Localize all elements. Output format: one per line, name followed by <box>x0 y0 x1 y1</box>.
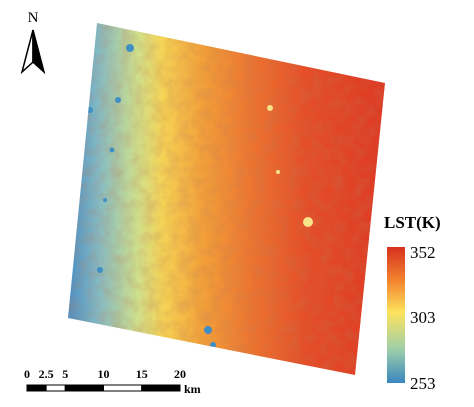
legend-labels: 352 303 253 <box>410 243 436 393</box>
scale-segment <box>64 384 104 392</box>
legend-label: 303 <box>410 308 436 327</box>
scale-tick-label: 15 <box>136 367 148 381</box>
legend-label: 352 <box>410 243 436 262</box>
north-label: N <box>28 10 39 26</box>
lst-image <box>68 23 385 375</box>
scale-tick-label: 2.5 <box>39 367 54 381</box>
scale-segment <box>141 384 181 392</box>
legend-label: 253 <box>410 374 436 393</box>
scale-tick-label: 20 <box>174 367 186 381</box>
legend-title: LST(K) <box>384 213 441 232</box>
scale-tick-label: 0 <box>24 367 30 381</box>
scale-segment <box>103 384 143 392</box>
north-arrow: N <box>20 10 46 75</box>
color-bar <box>387 247 405 383</box>
scale-tick-label: 10 <box>98 367 110 381</box>
scale-unit: km <box>184 382 201 396</box>
scale-tick-label: 5 <box>62 367 68 381</box>
scale-segment <box>26 384 47 392</box>
scale-segment <box>45 384 66 392</box>
